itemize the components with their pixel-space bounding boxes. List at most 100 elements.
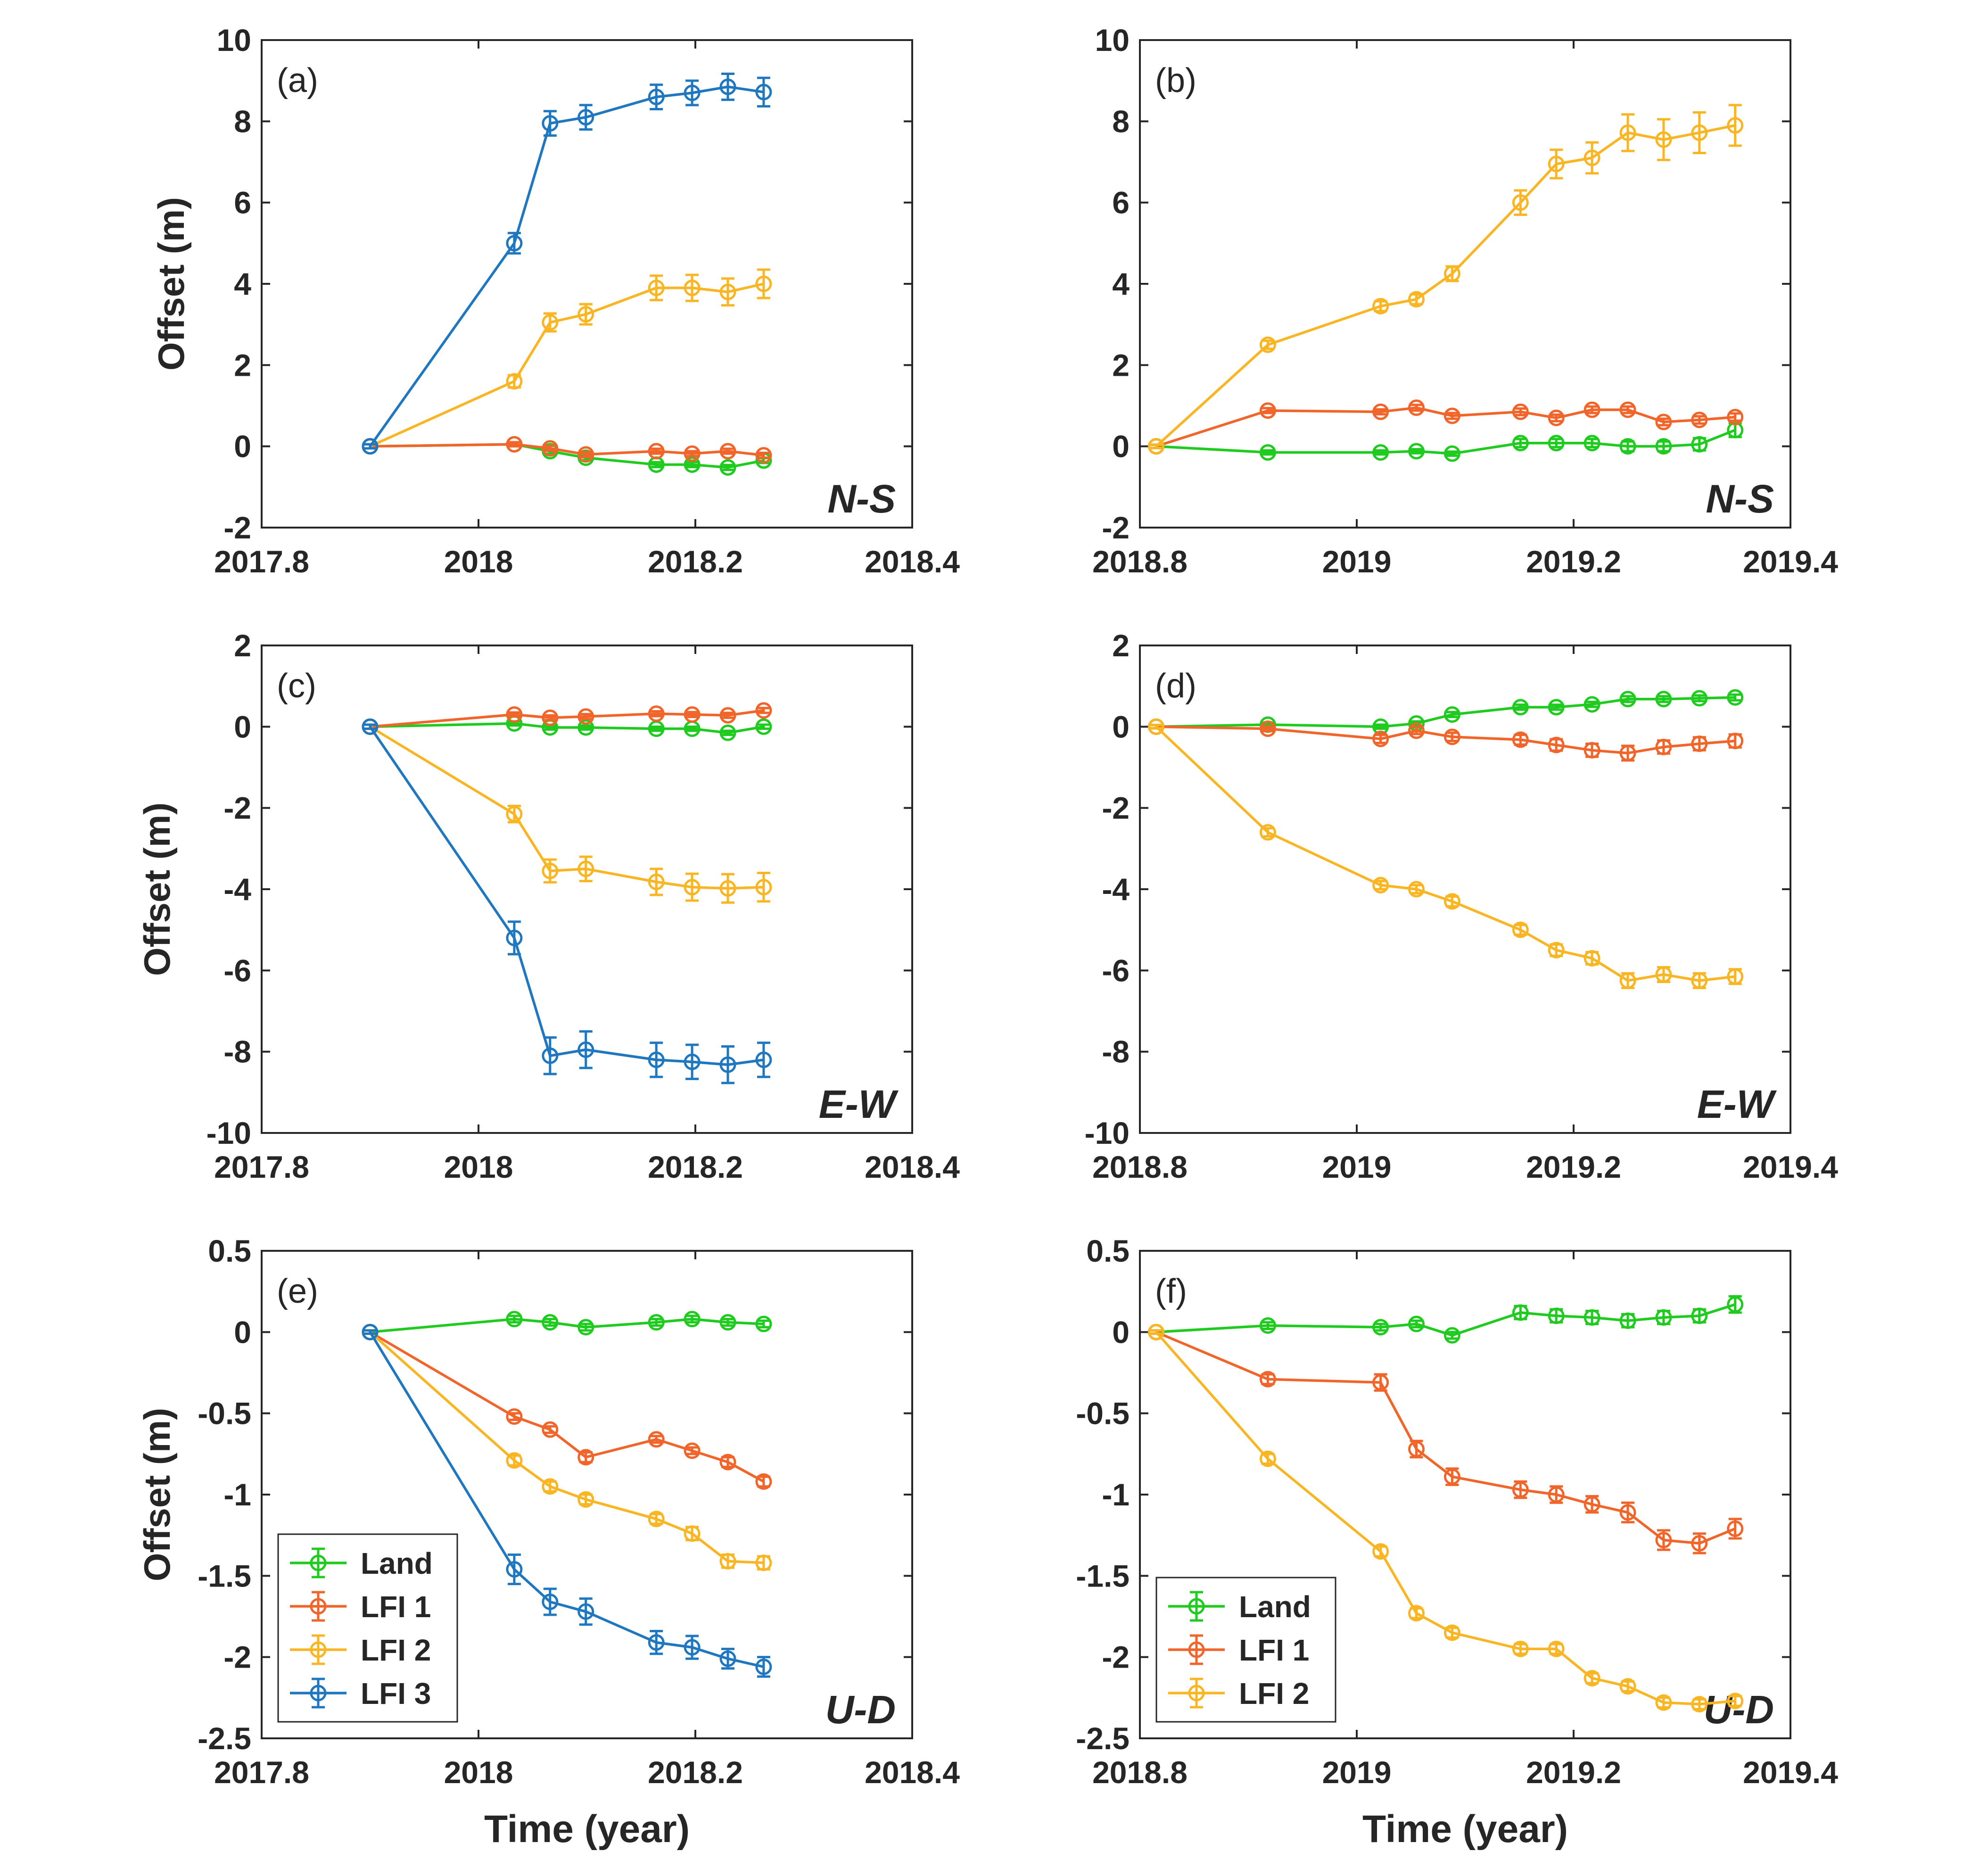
data-point (1259, 1371, 1276, 1388)
data-point (755, 275, 772, 292)
error-bar (1374, 449, 1387, 456)
x-tick-label: 2019 (1322, 544, 1392, 579)
data-point (1584, 149, 1600, 166)
panel-letter: (e) (277, 1273, 318, 1310)
error-bar (1149, 443, 1163, 449)
data-point (1548, 1640, 1565, 1657)
x-tick-label: 2018.2 (648, 1755, 743, 1790)
panel-letter: (f) (1155, 1273, 1187, 1310)
y-tick-label: 4 (1112, 266, 1130, 301)
series-lfi-2 (1148, 718, 1744, 989)
data-point (1148, 1323, 1164, 1340)
data-point (542, 440, 559, 457)
y-tick-label: -0.5 (1076, 1396, 1130, 1431)
series-lfi-1 (362, 436, 772, 464)
error-bar (543, 714, 557, 722)
error-bar (721, 729, 734, 736)
data-point (1148, 438, 1164, 455)
error-bar (1261, 1321, 1275, 1330)
data-point (648, 1051, 665, 1068)
error-bar (1261, 725, 1275, 733)
data-point (577, 708, 594, 725)
x-tick-label: 2018 (444, 544, 513, 579)
data-point (719, 1454, 736, 1471)
data-point (1512, 921, 1529, 938)
series-lfi-3 (362, 1323, 772, 1678)
y-tick-label: 8 (1112, 104, 1130, 139)
legend-label: LFI 3 (361, 1677, 431, 1711)
y-tick-label: -6 (1102, 953, 1130, 988)
y-tick-label: 0 (234, 1314, 251, 1349)
data-point (1408, 291, 1425, 308)
legend-marker (310, 1685, 327, 1702)
legend-box (277, 1533, 458, 1723)
legend-item-lfi-2: LFI 2 (290, 1633, 431, 1667)
error-bar (543, 1425, 557, 1434)
error-bar (507, 1412, 521, 1421)
error-bar (543, 445, 557, 452)
data-point (1584, 401, 1600, 418)
data-point (719, 443, 736, 460)
error-bar (1657, 118, 1670, 161)
data-point (1727, 409, 1744, 426)
data-point (362, 1323, 379, 1340)
y-tick-label: 0 (234, 429, 251, 464)
data-point (648, 1634, 665, 1651)
legend-item-lfi-1: LFI 1 (1168, 1633, 1309, 1667)
data-point (755, 879, 772, 896)
data-point (506, 235, 523, 252)
data-point (1259, 720, 1276, 737)
y-tick-label: 0.5 (1086, 1233, 1130, 1268)
y-tick-label: 8 (234, 104, 251, 139)
y-tick-label: 6 (234, 185, 251, 220)
data-point (1259, 824, 1276, 841)
panel-c: 2017.8 2018 2018.2 2018.4 -10 -8 -6 -4 -2 0 2 Offse… (136, 628, 960, 1184)
y-tick-label: -10 (206, 1116, 251, 1150)
data-point (1584, 1669, 1600, 1686)
data-point (1372, 1319, 1389, 1336)
series-lfi-3 (362, 718, 772, 1084)
y-tick-label: 2 (1112, 628, 1130, 663)
error-bar (1692, 415, 1706, 425)
legend-label: Land (1239, 1590, 1311, 1624)
error-bar (507, 920, 521, 956)
x-tick-label: 2018 (444, 1149, 513, 1184)
data-point (1408, 399, 1425, 416)
x-tick-label: 2018.8 (1092, 544, 1188, 579)
data-point (1619, 1678, 1636, 1695)
data-point (719, 1314, 736, 1331)
error-bar (721, 73, 734, 101)
error-bar (1445, 450, 1459, 457)
x-tick-label: 2017.8 (214, 1755, 309, 1790)
error-bar (579, 724, 593, 731)
error-bar (650, 1041, 663, 1078)
error-bar (1585, 405, 1599, 414)
component-label: N-S (1706, 477, 1774, 521)
data-point (1655, 413, 1672, 430)
component-label: N-S (827, 477, 896, 521)
data-point (684, 280, 701, 297)
error-bar (1514, 407, 1527, 416)
x-tick-label: 2019.2 (1526, 1149, 1621, 1184)
data-point (1584, 1309, 1600, 1326)
data-point (1548, 409, 1565, 426)
data-point (684, 445, 701, 462)
error-bar (650, 868, 663, 896)
data-point (1443, 1624, 1460, 1641)
data-point (1727, 689, 1744, 706)
y-tick-label: -2 (223, 791, 251, 826)
legend-marker (1188, 1641, 1205, 1658)
x-tick-label: 2018.2 (648, 544, 743, 579)
legend-marker (1188, 1685, 1205, 1702)
data-point (684, 1442, 701, 1459)
data-point (719, 1056, 736, 1073)
data-point (755, 1658, 772, 1675)
data-point (684, 706, 701, 723)
data-point (577, 109, 594, 126)
y-axis-label: Offset (m) (136, 802, 178, 976)
error-bar (685, 1043, 699, 1080)
error-bar (685, 461, 699, 469)
data-point (542, 115, 559, 132)
data-point (1655, 691, 1672, 708)
error-bar (685, 450, 699, 457)
